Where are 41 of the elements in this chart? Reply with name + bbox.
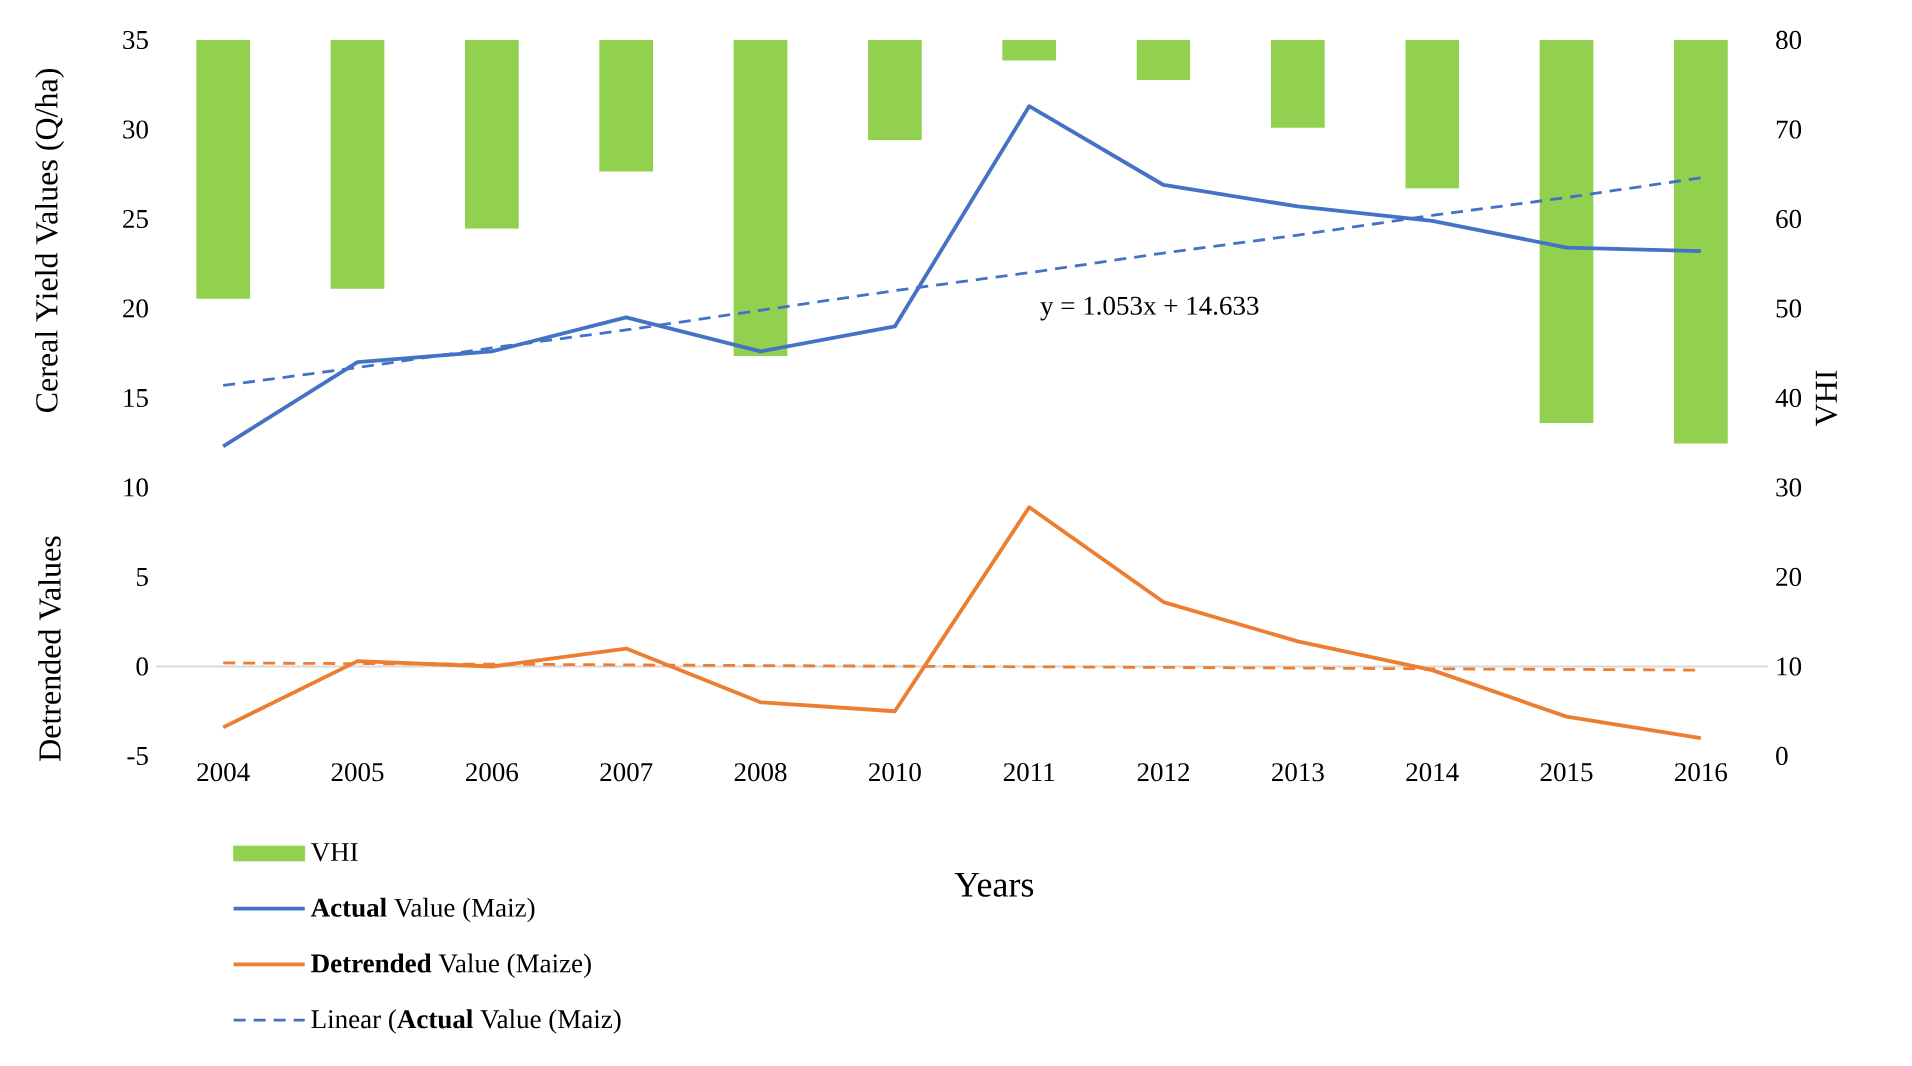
y2-tick-label: 80 [1776,30,1802,50]
y-tick-label: 25 [123,209,148,229]
text: Detrended Values [38,536,61,761]
y2-axis-title: VHI [1815,370,1838,427]
legend-label: VHI [310,843,358,862]
x-tick-label: 2007 [600,763,653,782]
x-axis-title: Years [954,872,1034,897]
y2-tick-label: 0 [1776,746,1788,766]
x-tick-label: 2008 [734,763,787,782]
y-tick-label: 30 [123,120,148,139]
y-tick-label: 0 [136,657,148,676]
legend-label: Actual Value (Maiz) [310,897,535,923]
y2-tick-label: 70 [1776,120,1802,139]
y-tick-label: 20 [123,299,148,318]
y2-tick-label: 40 [1775,388,1802,408]
x-tick-label: 2015 [1540,763,1593,782]
y-tick-label: 15 [124,388,148,408]
legend-label: Detrended Value (Maize) [311,953,591,979]
x-tick-label: 2011 [1003,763,1055,782]
y2-tick-label: 50 [1776,299,1802,318]
y-tick-label: 35 [123,30,148,50]
y-axis-title: Cereal Yield Values (Q/ha) [35,69,65,412]
x-tick-label: 2004 [197,763,250,782]
line-series [221,104,1703,449]
y2-tick-label: 60 [1776,209,1802,229]
y2-tick-label: 10 [1777,657,1802,676]
x-tick-label: 2013 [1272,763,1324,782]
y2-tick-label: 30 [1776,478,1802,497]
x-tick-label: 2006 [466,763,519,782]
y-tick-label: 10 [124,478,148,497]
x-tick-label: 2010 [869,763,921,782]
x-tick-label: 2014 [1406,763,1459,782]
annotation: y = 1.053x + 14.633 [1040,296,1259,321]
x-tick-label: 2012 [1137,763,1190,782]
legend-label: Linear (Actual Value (Maiz) [311,1009,621,1034]
y2-tick-label: 20 [1776,567,1802,587]
x-tick-label: 2016 [1675,763,1728,782]
line-series [221,505,1703,740]
x-tick-label: 2005 [331,763,384,782]
y-tick-label: 5 [137,568,148,586]
y-tick-label: -5 [127,747,148,765]
